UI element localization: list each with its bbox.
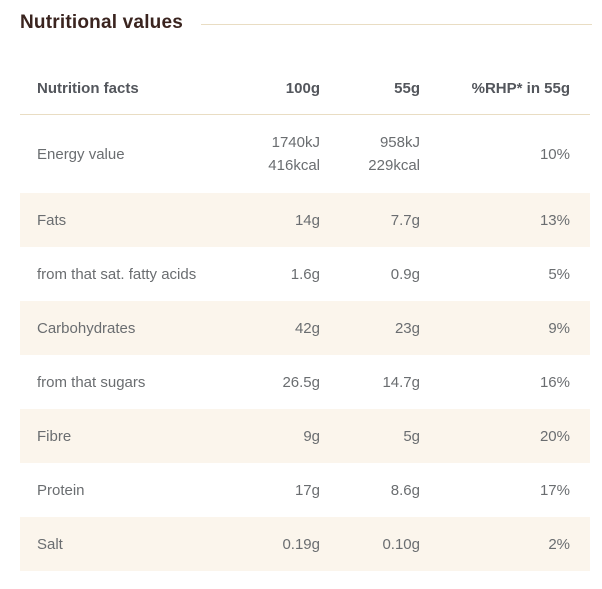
row-value-100g: 42g [294, 319, 320, 337]
column-header-nutrition-facts: Nutrition facts [37, 79, 139, 97]
row-label: Fibre [37, 427, 72, 445]
table-row: Fats 14g 7.7g 13% [20, 193, 590, 247]
row-value-100g: 0.19g [282, 535, 320, 553]
row-value-55g: 958kJ 229kcal [368, 134, 420, 174]
table-row: Salt 0.19g 0.10g 2% [20, 517, 590, 571]
table-row: Energy value 1740kJ 416kcal 958kJ 229kca… [20, 115, 590, 193]
row-label: Protein [37, 481, 85, 499]
row-label: Salt [37, 535, 63, 553]
row-value-55g: 23g [394, 319, 420, 337]
row-value-rhp: 9% [548, 319, 570, 337]
row-value-rhp: 5% [548, 265, 570, 283]
table-row: Fibre 9g 5g 20% [20, 409, 590, 463]
row-value-100g: 9g [303, 427, 320, 445]
title-divider [201, 23, 592, 25]
row-value-55g: 5g [403, 427, 420, 445]
row-value-100g: 14g [294, 211, 320, 229]
row-label: from that sugars [37, 373, 146, 391]
page-title: Nutritional values [20, 12, 184, 33]
row-value-100g: 1.6g [290, 265, 320, 283]
row-value-rhp: 13% [539, 211, 570, 229]
row-value-55g: 0.10g [382, 535, 420, 553]
column-header-rhp: %RHP* in 55g [471, 79, 570, 97]
column-header-55g: 55g [394, 79, 420, 97]
row-value-rhp: 10% [539, 145, 570, 163]
row-value-55g: 7.7g [390, 211, 420, 229]
section-header: Nutritional values [0, 0, 602, 34]
row-label: Energy value [37, 145, 125, 163]
row-value-100g: 17g [294, 481, 320, 499]
column-header-100g: 100g [285, 79, 320, 97]
table-row: Carbohydrates 42g 23g 9% [20, 301, 590, 355]
row-value-55g: 0.9g [390, 265, 420, 283]
table-body: Energy value 1740kJ 416kcal 958kJ 229kca… [20, 115, 590, 571]
row-value-55g: 14.7g [382, 373, 420, 391]
table-row: from that sugars 26.5g 14.7g 16% [20, 355, 590, 409]
row-value-55g: 8.6g [390, 481, 420, 499]
row-label: from that sat. fatty acids [37, 265, 197, 283]
row-value-rhp: 20% [539, 427, 570, 445]
table-row: from that sat. fatty acids 1.6g 0.9g 5% [20, 247, 590, 301]
row-value-100g: 1740kJ 416kcal [268, 134, 320, 174]
table-header-row: Nutrition facts 100g 55g %RHP* in 55g [20, 62, 590, 115]
table-row: Protein 17g 8.6g 17% [20, 463, 590, 517]
row-label: Carbohydrates [37, 319, 136, 337]
nutrition-table: Nutrition facts 100g 55g %RHP* in 55g En… [20, 62, 590, 571]
row-value-rhp: 17% [539, 481, 570, 499]
row-value-100g: 26.5g [282, 373, 320, 391]
row-value-rhp: 16% [539, 373, 570, 391]
row-value-rhp: 2% [548, 535, 570, 553]
row-label: Fats [37, 211, 67, 229]
